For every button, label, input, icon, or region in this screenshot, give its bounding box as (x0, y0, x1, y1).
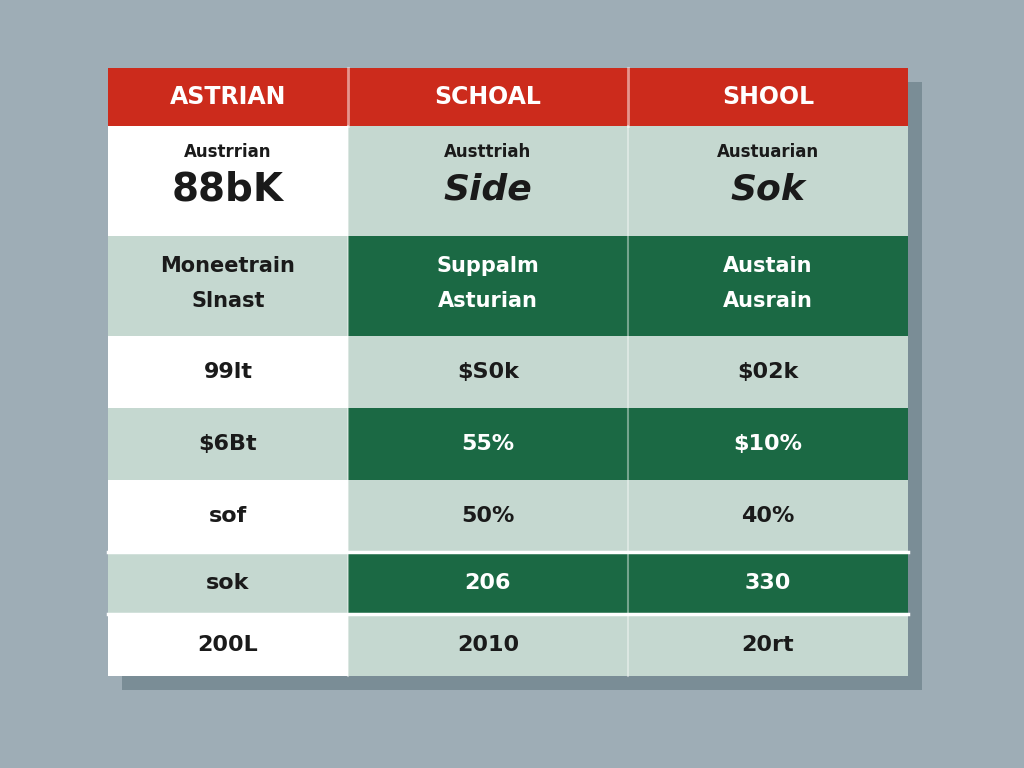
Text: Austain: Austain (723, 256, 813, 276)
Text: Moneetrain: Moneetrain (161, 256, 296, 276)
Text: 50%: 50% (462, 506, 515, 526)
Bar (628, 480, 908, 552)
Bar (108, 68, 348, 126)
Bar (628, 126, 908, 236)
Text: Austrrian: Austrrian (184, 144, 271, 161)
Bar (108, 552, 348, 614)
Text: Slnast: Slnast (191, 291, 265, 311)
Text: 2010: 2010 (457, 635, 519, 655)
Text: sok: sok (206, 573, 250, 593)
Text: Austuarian: Austuarian (717, 144, 819, 161)
Bar (108, 480, 348, 552)
Bar (108, 236, 348, 336)
Bar (628, 336, 908, 408)
Bar (348, 408, 628, 480)
Bar (628, 614, 908, 676)
Bar (348, 68, 628, 126)
Text: $S0k: $S0k (457, 362, 519, 382)
Text: 200L: 200L (198, 635, 258, 655)
Text: Asturian: Asturian (438, 291, 538, 311)
Bar (108, 336, 348, 408)
Bar (348, 614, 628, 676)
Bar (628, 68, 908, 126)
Text: SHOOL: SHOOL (722, 85, 814, 109)
Text: 330: 330 (744, 573, 792, 593)
Text: 206: 206 (465, 573, 511, 593)
Bar (348, 552, 628, 614)
Text: Side: Side (443, 173, 532, 207)
Bar (628, 236, 908, 336)
Bar (348, 126, 628, 236)
Text: sof: sof (209, 506, 247, 526)
Text: Ausrain: Ausrain (723, 291, 813, 311)
Bar (348, 480, 628, 552)
Bar (348, 236, 628, 336)
Bar (348, 336, 628, 408)
Bar (108, 614, 348, 676)
Text: Suppalm: Suppalm (436, 256, 540, 276)
Bar (122, 82, 922, 690)
Bar (628, 552, 908, 614)
Text: Austtriah: Austtriah (444, 144, 531, 161)
Text: 99lt: 99lt (204, 362, 253, 382)
Text: SCHOAL: SCHOAL (434, 85, 542, 109)
Text: 88bK: 88bK (172, 170, 284, 209)
Text: ASTRIAN: ASTRIAN (170, 85, 286, 109)
Bar (628, 408, 908, 480)
Text: 20rt: 20rt (741, 635, 795, 655)
Bar (108, 126, 348, 236)
Text: 55%: 55% (462, 434, 515, 454)
Text: $02k: $02k (737, 362, 799, 382)
Text: $10%: $10% (733, 434, 803, 454)
Text: Sok: Sok (730, 173, 806, 207)
Text: 40%: 40% (741, 506, 795, 526)
Text: $6Bt: $6Bt (199, 434, 257, 454)
Bar (108, 408, 348, 480)
